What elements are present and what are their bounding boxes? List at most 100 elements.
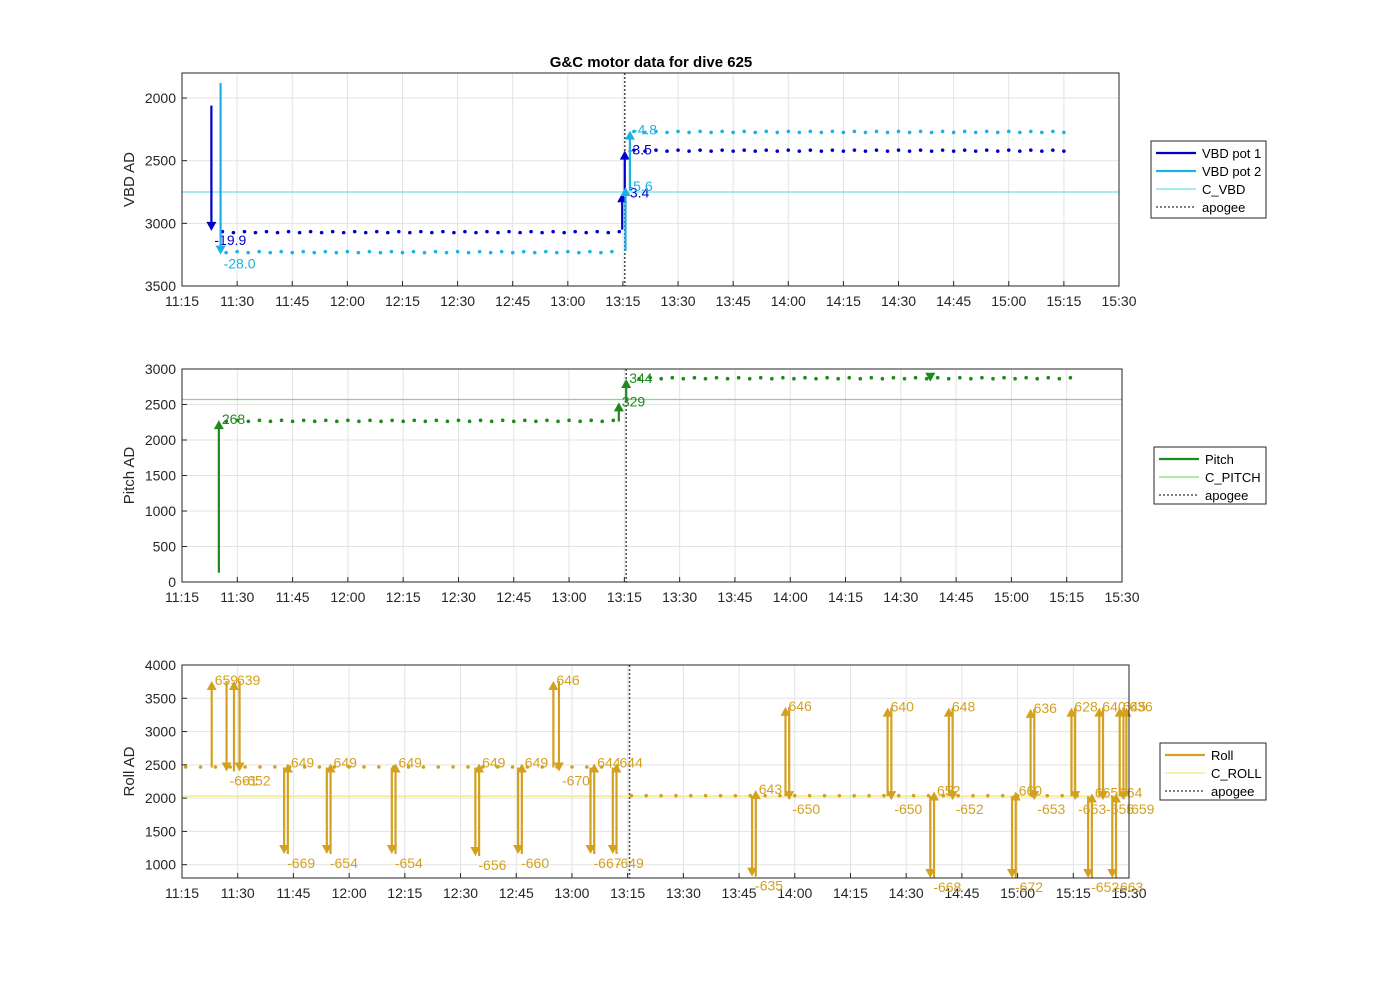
data-point [610,249,614,254]
data-point [611,418,616,423]
data-point [924,376,929,381]
x-tick-label: 11:30 [220,589,254,605]
data-point [317,765,322,769]
x-tick-label: 13:30 [666,885,701,901]
data-point [654,148,658,152]
data-label: -650 [894,801,922,817]
data-point [485,229,489,234]
data-point [510,765,515,769]
x-tick-label: 13:45 [717,589,752,605]
data-point [731,130,735,135]
data-point [1062,130,1066,135]
data-point [617,229,622,234]
x-tick-label: 14:30 [889,885,924,901]
x-tick-label: 13:00 [550,293,585,309]
data-point [357,419,361,424]
data-point [643,130,647,135]
data-point [1029,129,1033,134]
data-label: -654 [395,855,423,871]
data-point [1057,376,1062,381]
data-label: 649 [334,755,358,771]
data-point [841,130,846,135]
data-point [584,230,588,235]
data-point [733,793,738,798]
data-point [874,148,879,152]
data-point [852,148,857,152]
data-point [577,250,581,255]
data-point [264,229,269,234]
data-point [1029,148,1033,152]
arrow-head [234,762,245,772]
data-point [323,249,328,254]
arrow-head [624,130,635,140]
data-point [929,130,934,135]
data-point [600,419,605,424]
x-tick-label: 13:00 [554,885,589,901]
arrow-head [882,707,893,717]
x-tick-label: 12:45 [496,589,531,605]
axes-frame [181,664,1130,879]
arrow-head [213,420,224,430]
data-point [436,765,441,769]
data-point [819,149,824,153]
x-tick-label: 11:30 [221,885,255,901]
data-point [907,149,912,153]
data-point [224,419,229,424]
data-label: -652 [1091,879,1119,895]
data-point [742,148,746,152]
data-point [995,149,1000,153]
data-point [629,793,634,798]
data-point [725,376,730,381]
data-point [687,149,691,153]
data-point [584,765,589,769]
data-point [822,793,827,798]
x-tick-label: 11:45 [276,885,310,901]
data-point [648,375,652,380]
arrow-head [390,763,401,773]
data-point [786,129,791,134]
data-point [918,129,923,134]
data-point [808,129,813,134]
data-point [396,229,401,234]
arrow-head [279,845,290,855]
y-tick-label: 1000 [145,857,176,873]
x-tick-label: 14:30 [881,293,916,309]
x-tick-label: 15:00 [994,589,1029,605]
data-point [374,229,379,234]
data-point [231,230,236,235]
data-point [385,230,390,235]
arrow-head [206,221,217,231]
data-point [742,129,746,134]
data-label: 649 [525,755,549,771]
y-axis-label: VBD AD [121,152,138,207]
data-label: 636 [1034,700,1058,716]
data-label: -652 [956,801,984,817]
x-tick-label: 14:45 [944,885,979,901]
data-point [467,419,472,424]
data-point [896,148,901,152]
data-point [257,249,261,254]
arrow-head [750,790,761,800]
data-point [885,130,890,135]
data-point [786,148,791,152]
data-point [606,230,611,235]
data-point [632,129,636,134]
data-point [433,249,438,254]
data-point [825,375,829,380]
x-tick-label: 13:30 [662,589,697,605]
data-point [951,130,956,135]
data-point [463,229,467,234]
data-point [1051,129,1055,134]
legend-label: C_VBD [1202,182,1245,197]
x-tick-label: 14:15 [828,589,863,605]
data-point [362,765,366,769]
arrow-head [553,762,564,772]
data-point [406,765,411,769]
data-label: -3.4 [625,184,649,200]
arrow-head [1010,791,1021,801]
data-point [224,250,228,255]
data-point [378,250,383,255]
x-tick-label: 14:00 [773,589,808,605]
